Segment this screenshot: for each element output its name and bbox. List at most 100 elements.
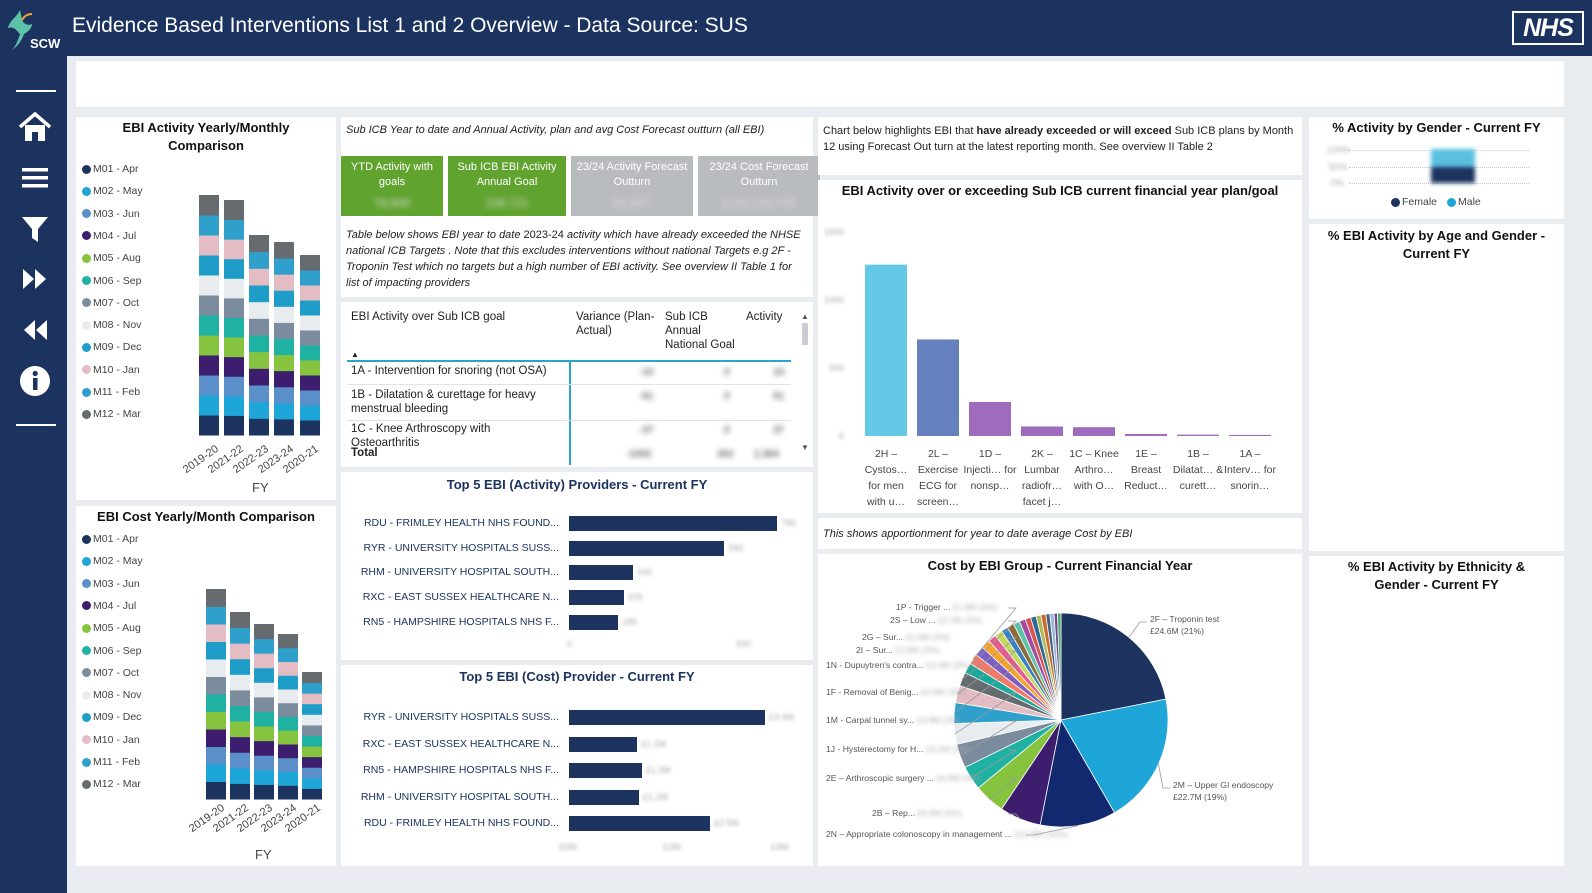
provider-label[interactable]: RXC - EAST SUSSEX HEALTHCARE N... <box>362 737 559 750</box>
stacked-bar-segment[interactable] <box>249 385 269 403</box>
stacked-bar-segment[interactable] <box>206 746 226 765</box>
legend-item[interactable]: M11 - Feb <box>82 386 140 398</box>
stacked-bar-segment[interactable] <box>302 693 322 705</box>
stacked-bar-segment[interactable] <box>249 368 269 386</box>
provider-label[interactable]: RYR - UNIVERSITY HOSPITALS SUSS... <box>363 711 559 723</box>
legend-item[interactable]: M10 - Jan <box>82 734 140 746</box>
provider-label[interactable]: RYR - UNIVERSITY HOSPITALS SUSS... <box>363 541 559 554</box>
stacked-bar-segment[interactable] <box>199 335 219 356</box>
stacked-bar-segment[interactable] <box>230 643 250 660</box>
provider-bar[interactable] <box>569 516 777 531</box>
stacked-bar-segment[interactable] <box>199 215 219 236</box>
stacked-bar-segment[interactable] <box>254 711 274 727</box>
stacked-bar-segment[interactable] <box>274 418 294 436</box>
stacked-bar-segment[interactable] <box>274 258 294 275</box>
stacked-bar-segment[interactable] <box>206 659 226 677</box>
goal-table-row-name[interactable]: 1A - Intervention for snoring (not OSA) <box>351 365 547 377</box>
pie-slice[interactable] <box>1057 612 1062 721</box>
stacked-bar-segment[interactable] <box>302 746 322 758</box>
stacked-bar-segment[interactable] <box>224 356 244 377</box>
stacked-bar-segment[interactable] <box>254 653 274 669</box>
exceed-bar[interactable] <box>1125 433 1167 436</box>
stacked-bar-segment[interactable] <box>199 395 219 416</box>
stacked-bar-segment[interactable] <box>230 721 250 738</box>
gender-legend-item[interactable]: Female <box>1391 196 1437 208</box>
legend-item[interactable]: M10 - Jan <box>82 364 140 376</box>
pie-slice[interactable] <box>1039 718 1116 828</box>
stacked-bar-segment[interactable] <box>224 376 244 397</box>
stacked-bar-segment[interactable] <box>206 764 226 782</box>
kpi-card[interactable]: 23/24 Activity Forecast Outturn 91,607 <box>571 156 693 216</box>
exceed-bar[interactable] <box>917 339 959 436</box>
legend-item[interactable]: M07 - Oct <box>82 667 139 679</box>
menu-button[interactable] <box>14 158 56 198</box>
stacked-bar-segment[interactable] <box>199 235 219 256</box>
stacked-bar-segment[interactable] <box>249 235 269 253</box>
table-scrollbar[interactable]: ▲ ▼ <box>801 312 809 452</box>
stacked-bar-segment[interactable] <box>278 716 298 731</box>
stacked-bar-segment[interactable] <box>230 689 250 706</box>
stacked-bar-segment[interactable] <box>206 606 226 625</box>
stacked-bar-segment[interactable] <box>230 783 250 800</box>
stacked-bar-segment[interactable] <box>278 771 298 786</box>
stacked-bar-segment[interactable] <box>278 634 298 649</box>
stacked-bar-segment[interactable] <box>274 354 294 372</box>
filter-strip[interactable] <box>76 61 1564 107</box>
stacked-bar-segment[interactable] <box>230 658 250 675</box>
stacked-bar-segment[interactable] <box>300 345 320 361</box>
stacked-bar-segment[interactable] <box>278 730 298 745</box>
stacked-bar-segment[interactable] <box>199 375 219 396</box>
stacked-bar-segment[interactable] <box>230 705 250 722</box>
stacked-bar-segment[interactable] <box>249 351 269 369</box>
stacked-bar-segment[interactable] <box>254 769 274 785</box>
stacked-bar-segment[interactable] <box>249 335 269 353</box>
stacked-bar-segment[interactable] <box>274 242 294 259</box>
stacked-bar-segment[interactable] <box>224 415 244 436</box>
gender-legend-item[interactable]: Male <box>1447 196 1481 208</box>
stacked-bar-segment[interactable] <box>224 219 244 240</box>
exceed-bar[interactable] <box>1021 426 1063 436</box>
kpi-card[interactable]: YTD Activity with goals 78,900 <box>341 156 443 216</box>
stacked-bar-segment[interactable] <box>199 255 219 276</box>
stacked-bar-segment[interactable] <box>278 675 298 690</box>
info-button[interactable] <box>14 361 56 401</box>
legend-item[interactable]: M11 - Feb <box>82 756 140 768</box>
sort-arrow-icon[interactable]: ▲ <box>351 350 359 359</box>
kpi-card[interactable]: Sub ICB EBI Activity Annual Goal 108,721 <box>448 156 566 216</box>
kpi-card[interactable]: 23/24 Cost Forecast Outturn £161,216,728 <box>698 156 820 216</box>
stacked-bar-segment[interactable] <box>254 667 274 683</box>
stacked-bar-segment[interactable] <box>302 788 322 800</box>
legend-item[interactable]: M09 - Dec <box>82 711 141 723</box>
legend-item[interactable]: M09 - Dec <box>82 341 141 353</box>
stacked-bar-segment[interactable] <box>206 781 226 800</box>
stacked-bar-segment[interactable] <box>230 674 250 691</box>
home-button[interactable] <box>14 107 56 147</box>
legend-item[interactable]: M12 - Mar <box>82 408 141 420</box>
goal-table-row-name[interactable]: 1C - Knee Arthroscopy with Osteoarthriti… <box>351 423 491 449</box>
stacked-bar-segment[interactable] <box>206 676 226 695</box>
stacked-bar-segment[interactable] <box>300 420 320 436</box>
stacked-bar-segment[interactable] <box>302 767 322 779</box>
stacked-bar-segment[interactable] <box>224 317 244 338</box>
provider-label[interactable]: RN5 - HAMPSHIRE HOSPITALS NHS F... <box>363 764 559 776</box>
exceed-bar[interactable] <box>1229 434 1271 436</box>
provider-label[interactable]: RXC - EAST SUSSEX HEALTHCARE N... <box>362 591 559 604</box>
provider-label[interactable]: RN5 - HAMPSHIRE HOSPITALS NHS F... <box>363 615 559 628</box>
exceed-bar[interactable] <box>865 264 907 436</box>
legend-item[interactable]: M07 - Oct <box>82 297 139 309</box>
stacked-bar-segment[interactable] <box>278 785 298 800</box>
stacked-bar-segment[interactable] <box>300 375 320 391</box>
stacked-bar-segment[interactable] <box>206 711 226 730</box>
stacked-bar-segment[interactable] <box>278 689 298 704</box>
stacked-bar-segment[interactable] <box>254 624 274 640</box>
stacked-bar-segment[interactable] <box>274 386 294 404</box>
provider-bar[interactable] <box>569 789 639 805</box>
provider-bar[interactable] <box>569 736 638 752</box>
stacked-bar-segment[interactable] <box>300 285 320 301</box>
stacked-bar-segment[interactable] <box>206 641 226 660</box>
stacked-bar-segment[interactable] <box>274 322 294 339</box>
stacked-bar-segment[interactable] <box>278 702 298 717</box>
provider-bar[interactable] <box>569 763 642 778</box>
stacked-bar-segment[interactable] <box>224 337 244 358</box>
stacked-bar-segment[interactable] <box>254 726 274 742</box>
